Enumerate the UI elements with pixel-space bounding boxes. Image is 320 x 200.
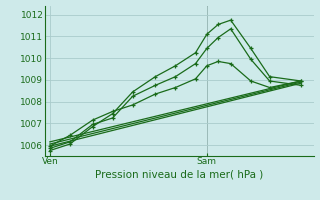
X-axis label: Pression niveau de la mer( hPa ): Pression niveau de la mer( hPa )	[95, 169, 263, 179]
